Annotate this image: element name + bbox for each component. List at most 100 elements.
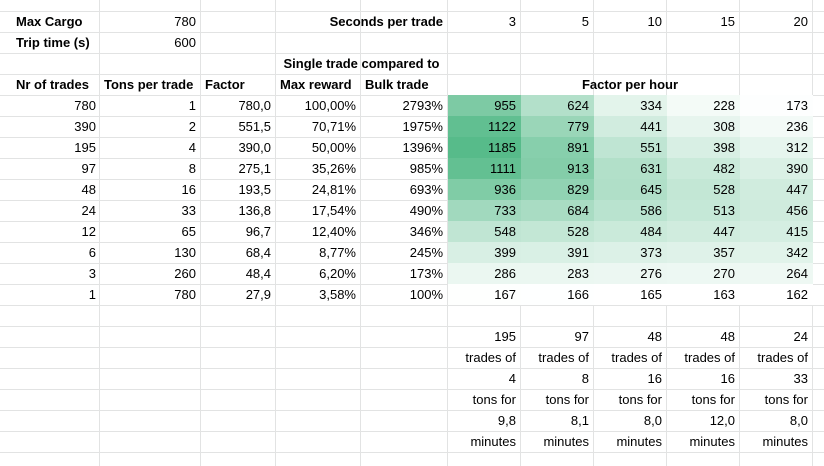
summary-trades[interactable]: 24 (793, 329, 808, 344)
summary-tons-for[interactable]: tons for (618, 392, 662, 407)
cell-tons-per-trade[interactable]: 16 (181, 182, 196, 197)
cell-bulk-trade[interactable]: 1975% (402, 119, 443, 134)
cell-factor-per-hour[interactable]: 415 (740, 221, 813, 242)
cell-factor-per-hour[interactable]: 334 (594, 95, 667, 116)
cell-tons-per-trade[interactable]: 65 (181, 224, 196, 239)
seconds-header[interactable]: 3 (508, 14, 516, 29)
cell-factor-per-hour[interactable]: 441 (594, 116, 667, 137)
cell-bulk-trade[interactable]: 490% (409, 203, 443, 218)
cell-factor[interactable]: 136,8 (238, 203, 271, 218)
col-header-tons-per-trade[interactable]: Tons per trade (104, 77, 194, 92)
cell-nr-of-trades[interactable]: 12 (81, 224, 96, 239)
summary-tons-for[interactable]: tons for (764, 392, 808, 407)
summary-tons-for[interactable]: tons for (691, 392, 735, 407)
col-header-factor-per-hour[interactable]: Factor per hour (581, 77, 679, 92)
summary-tons[interactable]: 33 (793, 371, 808, 386)
cell-bulk-trade[interactable]: 985% (409, 161, 443, 176)
col-header-nr-of-trades[interactable]: Nr of trades (16, 77, 89, 92)
cell-bulk-trade[interactable]: 346% (409, 224, 443, 239)
summary-minutes-value[interactable]: 9,8 (497, 413, 516, 428)
summary-tons[interactable]: 4 (508, 371, 516, 386)
cell-factor-per-hour[interactable]: 484 (594, 221, 667, 242)
cell-factor-per-hour[interactable]: 955 (448, 95, 521, 116)
cell-factor-per-hour[interactable]: 528 (521, 221, 594, 242)
cell-factor-per-hour[interactable]: 829 (521, 179, 594, 200)
cell-nr-of-trades[interactable]: 780 (74, 98, 96, 113)
cell-factor-per-hour[interactable]: 684 (521, 200, 594, 221)
summary-trades[interactable]: 195 (494, 329, 516, 344)
seconds-header[interactable]: 5 (581, 14, 589, 29)
cell-bulk-trade[interactable]: 100% (409, 287, 443, 302)
summary-tons-for[interactable]: tons for (545, 392, 589, 407)
cell-factor-per-hour[interactable]: 586 (594, 200, 667, 221)
cell-max-reward[interactable]: 35,26% (311, 161, 356, 176)
cell-factor-per-hour[interactable]: 390 (740, 158, 813, 179)
cell-tons-per-trade[interactable]: 260 (174, 266, 196, 281)
cell-factor-per-hour[interactable]: 312 (740, 137, 813, 158)
summary-minutes-value[interactable]: 8,0 (643, 413, 662, 428)
col-header-factor[interactable]: Factor (205, 77, 245, 92)
cell-factor-per-hour[interactable]: 308 (667, 116, 740, 137)
summary-trades-of[interactable]: trades of (684, 350, 735, 365)
summary-minutes-value[interactable]: 8,1 (570, 413, 589, 428)
summary-tons[interactable]: 8 (581, 371, 589, 386)
cell-bulk-trade[interactable]: 693% (409, 182, 443, 197)
cell-factor-per-hour[interactable]: 167 (448, 284, 521, 305)
cell-factor[interactable]: 275,1 (238, 161, 271, 176)
cell-factor-per-hour[interactable]: 551 (594, 137, 667, 158)
cell-factor-per-hour[interactable]: 357 (667, 242, 740, 263)
cell-max-reward[interactable]: 70,71% (311, 119, 356, 134)
summary-minutes[interactable]: minutes (616, 434, 662, 449)
cell-factor-per-hour[interactable]: 733 (448, 200, 521, 221)
cell-tons-per-trade[interactable]: 780 (174, 287, 196, 302)
cell-factor-per-hour[interactable]: 373 (594, 242, 667, 263)
cell-nr-of-trades[interactable]: 6 (88, 245, 96, 260)
trip-time-value[interactable]: 600 (174, 35, 196, 50)
summary-minutes[interactable]: minutes (543, 434, 589, 449)
cell-factor-per-hour[interactable]: 236 (740, 116, 813, 137)
cell-factor[interactable]: 96,7 (245, 224, 271, 239)
cell-factor-per-hour[interactable]: 548 (448, 221, 521, 242)
cell-factor-per-hour[interactable]: 264 (740, 263, 813, 284)
cell-tons-per-trade[interactable]: 2 (188, 119, 196, 134)
col-header-max-reward[interactable]: Max reward (280, 77, 352, 92)
seconds-header[interactable]: 15 (720, 14, 735, 29)
summary-trades-of[interactable]: trades of (757, 350, 808, 365)
col-header-bulk-trade[interactable]: Bulk trade (365, 77, 429, 92)
cell-factor-per-hour[interactable]: 173 (740, 95, 813, 116)
cell-tons-per-trade[interactable]: 33 (181, 203, 196, 218)
cell-factor-per-hour[interactable]: 163 (667, 284, 740, 305)
cell-factor-per-hour[interactable]: 276 (594, 263, 667, 284)
cell-tons-per-trade[interactable]: 1 (188, 98, 196, 113)
cell-bulk-trade[interactable]: 2793% (402, 98, 443, 113)
cell-factor-per-hour[interactable]: 398 (667, 137, 740, 158)
cell-nr-of-trades[interactable]: 3 (88, 266, 96, 281)
summary-trades-of[interactable]: trades of (611, 350, 662, 365)
cell-tons-per-trade[interactable]: 4 (188, 140, 196, 155)
cell-factor-per-hour[interactable]: 342 (740, 242, 813, 263)
cell-factor-per-hour[interactable]: 165 (594, 284, 667, 305)
cell-bulk-trade[interactable]: 1396% (402, 140, 443, 155)
seconds-per-trade-label[interactable]: Seconds per trade (329, 14, 443, 29)
summary-trades[interactable]: 97 (574, 329, 589, 344)
cell-max-reward[interactable]: 24,81% (311, 182, 356, 197)
cell-nr-of-trades[interactable]: 195 (74, 140, 96, 155)
cell-bulk-trade[interactable]: 173% (409, 266, 443, 281)
cell-factor-per-hour[interactable]: 228 (667, 95, 740, 116)
summary-tons[interactable]: 16 (720, 371, 735, 386)
cell-max-reward[interactable]: 12,40% (311, 224, 356, 239)
summary-minutes[interactable]: minutes (762, 434, 808, 449)
cell-tons-per-trade[interactable]: 130 (174, 245, 196, 260)
max-cargo-value[interactable]: 780 (174, 14, 196, 29)
cell-tons-per-trade[interactable]: 8 (188, 161, 196, 176)
cell-nr-of-trades[interactable]: 1 (88, 287, 96, 302)
cell-factor-per-hour[interactable]: 447 (667, 221, 740, 242)
cell-factor[interactable]: 68,4 (245, 245, 271, 260)
cell-max-reward[interactable]: 17,54% (311, 203, 356, 218)
cell-max-reward[interactable]: 100,00% (304, 98, 356, 113)
cell-factor-per-hour[interactable]: 162 (740, 284, 813, 305)
cell-factor-per-hour[interactable]: 631 (594, 158, 667, 179)
cell-bulk-trade[interactable]: 245% (409, 245, 443, 260)
cell-factor-per-hour[interactable]: 779 (521, 116, 594, 137)
